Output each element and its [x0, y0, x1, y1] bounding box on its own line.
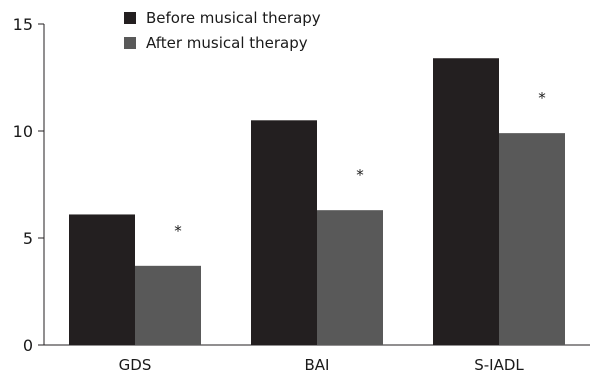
y-tick-label: 10	[13, 122, 33, 141]
y-tick-label: 15	[13, 15, 33, 34]
significance-marker: *	[174, 222, 182, 240]
legend: Before musical therapy After musical ther…	[124, 9, 321, 52]
legend-swatch	[124, 12, 136, 24]
legend-swatch	[124, 37, 136, 49]
y-tick-label: 0	[23, 336, 33, 355]
x-tick-label: S-IADL	[474, 356, 524, 374]
bars: * * *	[69, 58, 565, 346]
bar-before-s-iadl	[433, 58, 499, 346]
bar-after-s-iadl	[499, 133, 565, 345]
bar-after-gds	[135, 265, 201, 345]
legend-label: Before musical therapy	[146, 9, 321, 27]
bar-before-gds	[69, 214, 135, 345]
x-tick-label: GDS	[119, 356, 152, 374]
significance-marker: *	[356, 166, 364, 184]
x-tick-labels: GDS BAI S-IADL	[119, 356, 525, 374]
legend-label: After musical therapy	[146, 34, 308, 52]
bar-after-bai	[317, 210, 383, 345]
significance-marker: *	[538, 89, 546, 107]
y-ticks: 0 5 10 15	[13, 15, 44, 355]
x-tick-label: BAI	[305, 356, 330, 374]
bar-before-bai	[251, 120, 317, 345]
y-tick-label: 5	[23, 229, 33, 248]
